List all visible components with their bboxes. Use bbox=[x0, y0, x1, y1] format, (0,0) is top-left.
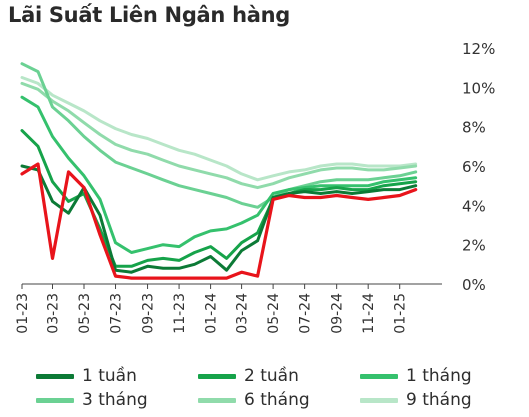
series-line bbox=[20, 164, 418, 274]
y-tick-label: 8% bbox=[462, 119, 486, 137]
y-tick-label: 12% bbox=[462, 40, 495, 58]
x-tick-label: 11-23 bbox=[172, 293, 188, 334]
y-tick-label: 4% bbox=[462, 197, 486, 215]
series-Qua-đêm bbox=[20, 162, 418, 280]
series-9-tháng bbox=[20, 76, 418, 182]
series-3-tháng bbox=[20, 62, 418, 209]
y-tick-label: 6% bbox=[462, 158, 486, 176]
x-tick-label: 07-24 bbox=[298, 293, 314, 334]
y-tick-label: 10% bbox=[462, 79, 495, 97]
y-tick-label: 2% bbox=[462, 237, 486, 255]
series-line bbox=[20, 81, 418, 190]
x-tick-label: 05-23 bbox=[77, 293, 93, 334]
series-1-tuần bbox=[20, 164, 418, 274]
x-tick-label: 01-23 bbox=[15, 293, 31, 334]
series-layer bbox=[20, 62, 418, 280]
y-axis-ticks: 0% 2% 4% 6% 8% 10% 12% bbox=[462, 40, 495, 294]
x-tick-label: 03-23 bbox=[45, 293, 61, 334]
x-axis-ticks: 01-23 03-23 05-23 07-23 09-23 11-23 01-24 03-24… bbox=[15, 284, 409, 334]
x-tick-label: 05-24 bbox=[266, 293, 282, 334]
y-tick-label: 0% bbox=[462, 276, 486, 294]
series-1-tháng bbox=[20, 95, 418, 254]
series-6-tháng bbox=[20, 81, 418, 190]
x-tick-label: 01-24 bbox=[204, 293, 220, 334]
series-line bbox=[20, 76, 418, 182]
series-line bbox=[20, 162, 418, 280]
series-line bbox=[20, 95, 418, 254]
chart-title: Lãi Suất Liên Ngân hàng bbox=[8, 3, 290, 27]
x-tick-label: 03-24 bbox=[235, 293, 251, 334]
x-tick-label: 07-23 bbox=[109, 293, 125, 334]
x-tick-label: 09-23 bbox=[141, 293, 157, 334]
series-line bbox=[20, 62, 418, 209]
x-tick-label: 11-24 bbox=[361, 293, 377, 334]
x-tick-label: 01-25 bbox=[393, 293, 409, 334]
x-tick-label: 09-24 bbox=[330, 293, 346, 334]
